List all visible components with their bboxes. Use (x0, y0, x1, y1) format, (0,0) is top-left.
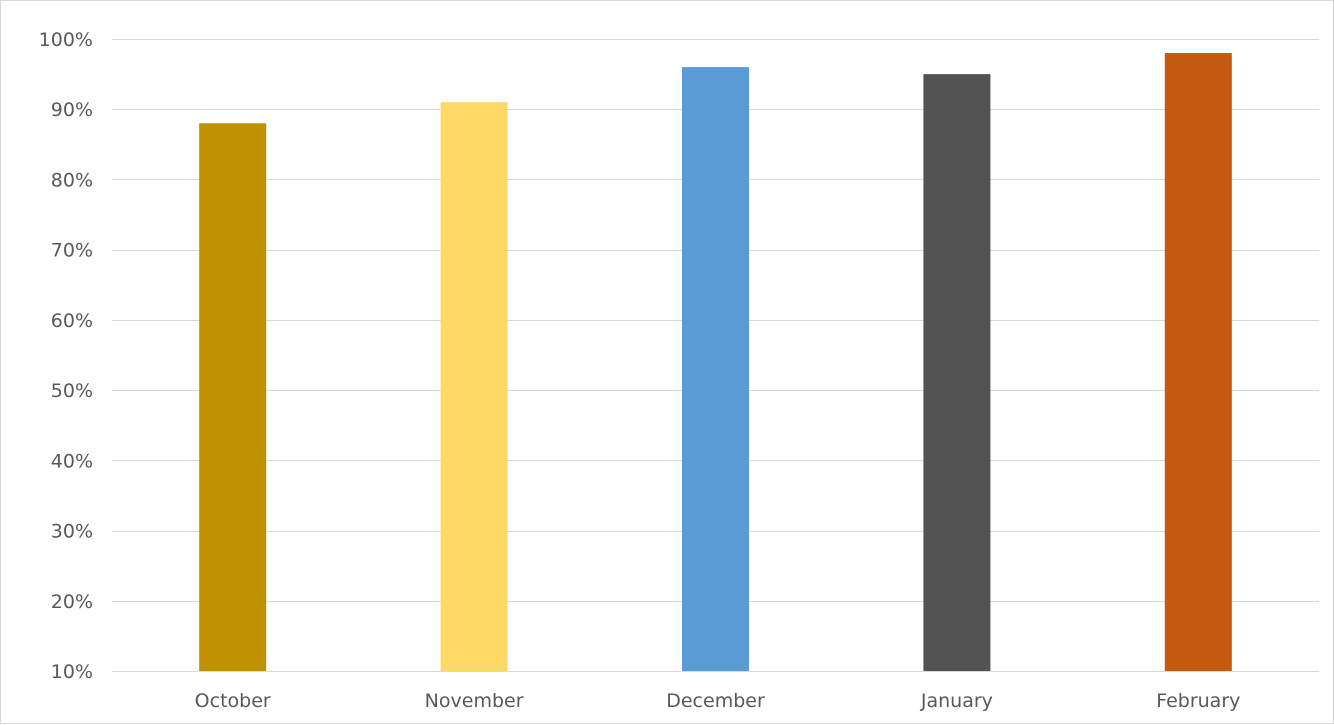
y-tick-label: 90% (51, 99, 93, 121)
bar-october (199, 123, 267, 672)
y-axis-tick-labels: 10% 20% 30% 40% 50% 60% 70% 80% 90% 100% (39, 29, 93, 683)
y-tick-label: 70% (51, 240, 93, 262)
y-tick-label: 100% (39, 29, 93, 51)
bar-november (440, 102, 508, 671)
x-axis-category-labels: October November December January February (195, 690, 1241, 712)
y-tick-label: 20% (51, 591, 93, 613)
bars (199, 53, 1232, 672)
x-tick-label-november: November (425, 690, 524, 712)
y-tick-label: 30% (51, 521, 93, 543)
x-tick-label-february: February (1156, 690, 1240, 712)
y-tick-label: 80% (51, 169, 93, 191)
x-tick-label-october: October (195, 690, 271, 712)
bar-february (1164, 53, 1232, 672)
y-tick-label: 50% (51, 380, 93, 402)
x-tick-label-december: December (666, 690, 765, 712)
bar-january (923, 74, 991, 672)
y-tick-label: 10% (51, 661, 93, 683)
y-tick-label: 60% (51, 310, 93, 332)
x-tick-label-january: January (920, 690, 993, 712)
bar-december (682, 67, 749, 672)
y-tick-label: 40% (51, 450, 93, 472)
